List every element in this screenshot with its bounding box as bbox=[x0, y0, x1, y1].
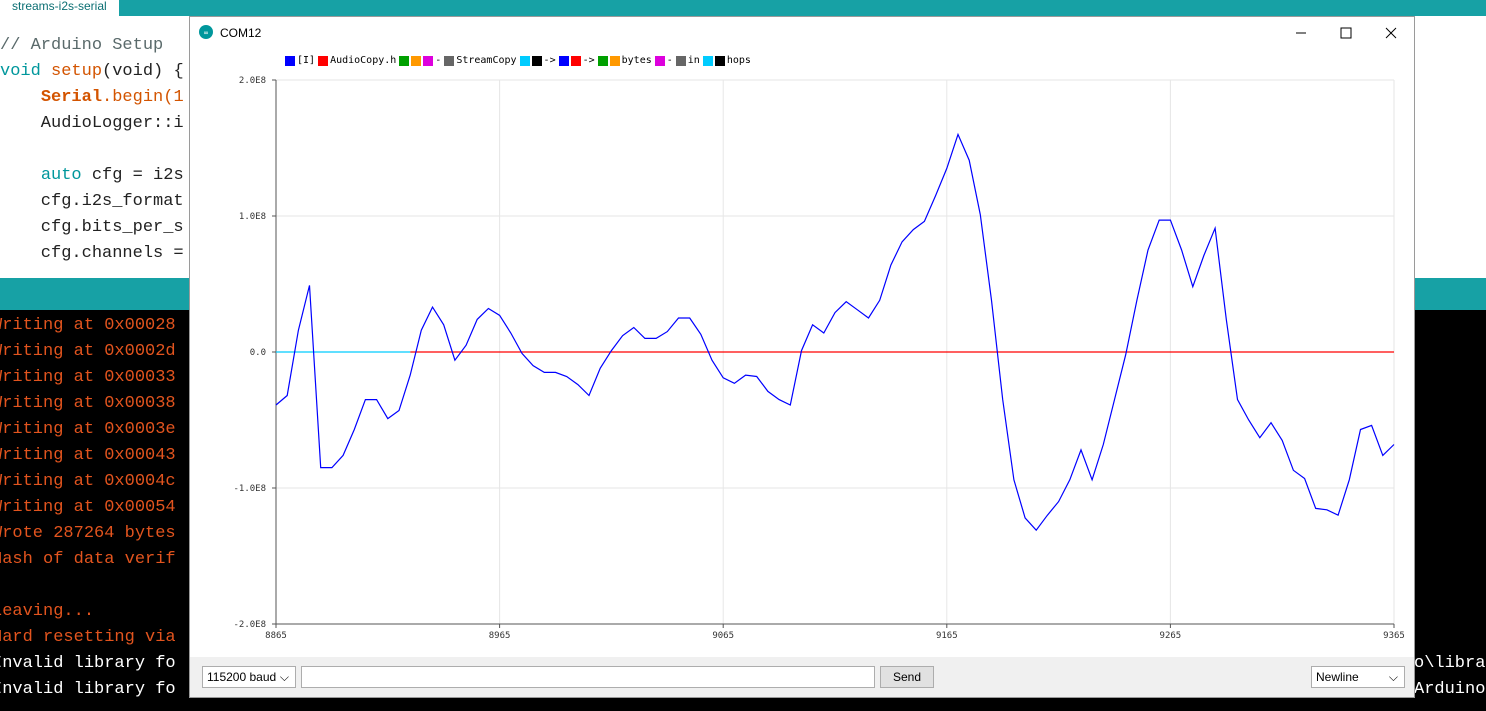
code: cfg.i2s_format bbox=[0, 192, 184, 211]
legend-label: -> bbox=[543, 55, 556, 66]
console-line: Leaving... bbox=[0, 602, 95, 621]
legend-swatch bbox=[609, 55, 620, 66]
x-tick-label: 9065 bbox=[712, 631, 734, 641]
keyword: auto bbox=[40, 166, 82, 185]
serial-plotter-window: ∞ COM12 [I] AudioCopy.h - StreamCopy -> -> byt… bbox=[190, 17, 1414, 697]
console-line: o\libra bbox=[1414, 654, 1486, 673]
legend-label: - bbox=[435, 55, 442, 66]
legend-swatch bbox=[285, 55, 295, 66]
dropdown-arrow: ⌵ bbox=[1388, 670, 1398, 684]
line-ending-select[interactable]: Newline ⌵ bbox=[1311, 666, 1405, 688]
y-tick-label: 1.0E8 bbox=[239, 212, 266, 222]
plot: -2.0E8 -1.0E8 0.0 1.0E8 2.0E8 8865 8965 9065 916… bbox=[233, 76, 1405, 641]
indent bbox=[0, 166, 41, 185]
legend-swatch bbox=[531, 55, 542, 66]
legend-label: -> bbox=[582, 55, 595, 66]
legend-swatch bbox=[570, 55, 581, 66]
x-tick-label: 9365 bbox=[1383, 631, 1405, 641]
console-line: Writing at 0x0003e bbox=[0, 420, 176, 439]
window-title: COM12 bbox=[220, 26, 262, 40]
console-line: Hard resetting via bbox=[0, 628, 176, 647]
code: AudioLogger::i bbox=[0, 114, 184, 133]
console-line: Arduino bbox=[1414, 680, 1486, 699]
legend-label: [I] bbox=[297, 55, 316, 66]
code: (void) { bbox=[102, 62, 184, 81]
svg-text:∞: ∞ bbox=[204, 29, 208, 37]
x-tick-label: 8865 bbox=[265, 631, 287, 641]
legend-swatch bbox=[423, 55, 434, 66]
function: setup bbox=[40, 62, 103, 81]
console-line: Writing at 0x00054 bbox=[0, 498, 176, 517]
legend-label: - bbox=[666, 55, 673, 66]
legend-label: hops bbox=[726, 55, 751, 66]
legend-label: bytes bbox=[621, 55, 652, 66]
console-line: Hash of data verif bbox=[0, 550, 176, 569]
legend-swatch bbox=[597, 55, 608, 66]
console-line: Writing at 0x0004c bbox=[0, 472, 176, 491]
legend-label: AudioCopy.h bbox=[330, 55, 397, 66]
legend-swatch bbox=[444, 55, 455, 66]
code: cfg.channels = bbox=[0, 244, 184, 263]
y-tick-label: -2.0E8 bbox=[233, 620, 266, 630]
code-line: cfg.bits_per_s bbox=[0, 215, 184, 241]
tab-bar bbox=[0, 0, 1486, 16]
send-button[interactable]: Send bbox=[880, 666, 934, 688]
legend-swatch bbox=[558, 55, 569, 66]
indent bbox=[0, 88, 41, 107]
x-tick-label: 9265 bbox=[1160, 631, 1182, 641]
legend-label: StreamCopy bbox=[456, 55, 517, 66]
baud-select[interactable]: 115200 baud ⌵ bbox=[202, 666, 296, 688]
code: cfg.bits_per_s bbox=[0, 218, 184, 237]
legend-swatch bbox=[411, 55, 422, 66]
code: cfg = i2s bbox=[81, 166, 184, 185]
console-line: Writing at 0x00038 bbox=[0, 394, 176, 413]
keyword: Serial bbox=[40, 88, 103, 107]
code-line: Serial.begin(1 bbox=[0, 85, 184, 111]
message-input[interactable] bbox=[301, 666, 875, 688]
legend-swatch bbox=[519, 55, 530, 66]
x-tick-label: 9165 bbox=[936, 631, 958, 641]
code-line: // Arduino Setup bbox=[0, 33, 163, 59]
legend-swatch bbox=[654, 55, 665, 66]
y-tick-label: -1.0E8 bbox=[233, 484, 266, 494]
code-line: void setup(void) { bbox=[0, 59, 184, 85]
legend-swatch bbox=[399, 55, 410, 66]
x-tick-label: 8965 bbox=[489, 631, 511, 641]
code: .begin(1 bbox=[102, 88, 184, 107]
keyword: void bbox=[0, 62, 41, 81]
legend-label: in bbox=[687, 55, 700, 66]
code-line: cfg.channels = bbox=[0, 241, 184, 267]
code-line: cfg.i2s_format bbox=[0, 189, 184, 215]
legend-swatch bbox=[318, 55, 329, 66]
console-line: Writing at 0x00033 bbox=[0, 368, 176, 387]
legend-swatch bbox=[702, 55, 713, 66]
legend-swatch bbox=[675, 55, 686, 66]
send-label: Send bbox=[892, 670, 922, 684]
console-line: Wrote 287264 bytes bbox=[0, 524, 176, 543]
console-line: Writing at 0x0002d bbox=[0, 342, 176, 361]
console-line: Writing at 0x00043 bbox=[0, 446, 176, 465]
console-line: Writing at 0x00028 bbox=[0, 316, 176, 335]
series-line bbox=[275, 132, 1395, 532]
code-line: AudioLogger::i bbox=[0, 111, 184, 137]
y-tick-label: 2.0E8 bbox=[239, 76, 266, 86]
legend: [I] AudioCopy.h - StreamCopy -> -> bytes - in hop… bbox=[285, 55, 754, 66]
line-ending-label: Newline bbox=[1316, 670, 1359, 684]
comment: // Arduino Setup bbox=[0, 36, 164, 55]
dropdown-arrow: ⌵ bbox=[279, 670, 289, 684]
code-line: auto cfg = i2s bbox=[0, 163, 184, 189]
window-controls[interactable] bbox=[1290, 25, 1410, 41]
app-icon: ∞ bbox=[199, 25, 213, 39]
title-bar: ∞ COM12 bbox=[190, 17, 1414, 47]
legend-swatch bbox=[714, 55, 725, 66]
bottom-bar: 115200 baud ⌵ Send Newline ⌵ bbox=[190, 657, 1414, 697]
y-tick-label: 0.0 bbox=[250, 348, 266, 358]
baud-label: 115200 baud bbox=[207, 670, 277, 684]
console-line: Invalid library fo bbox=[0, 680, 176, 699]
tab[interactable]: streams-i2s-serial bbox=[0, 0, 119, 16]
console-line: Invalid library fo bbox=[0, 654, 176, 673]
